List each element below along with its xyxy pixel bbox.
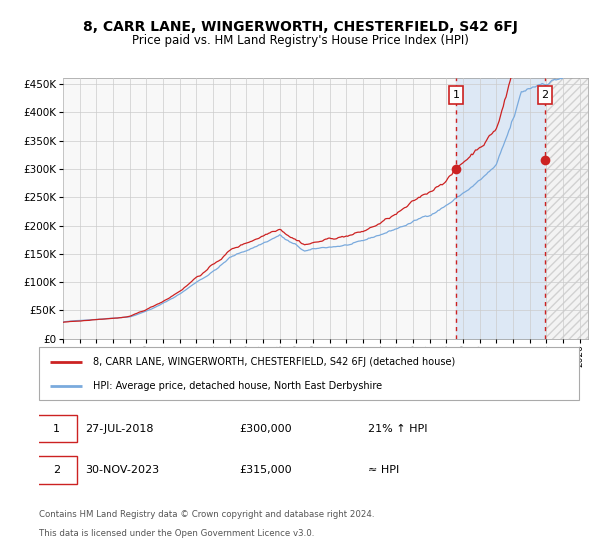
Text: 30-NOV-2023: 30-NOV-2023 <box>85 465 159 475</box>
Text: Contains HM Land Registry data © Crown copyright and database right 2024.: Contains HM Land Registry data © Crown c… <box>39 510 374 519</box>
Text: £315,000: £315,000 <box>239 465 292 475</box>
Text: 21% ↑ HPI: 21% ↑ HPI <box>368 423 428 433</box>
FancyBboxPatch shape <box>36 456 77 484</box>
Text: 8, CARR LANE, WINGERWORTH, CHESTERFIELD, S42 6FJ (detached house): 8, CARR LANE, WINGERWORTH, CHESTERFIELD,… <box>93 357 455 367</box>
Text: 2: 2 <box>541 90 548 100</box>
FancyBboxPatch shape <box>36 414 77 442</box>
Text: This data is licensed under the Open Government Licence v3.0.: This data is licensed under the Open Gov… <box>39 529 314 538</box>
FancyBboxPatch shape <box>39 347 579 400</box>
Text: HPI: Average price, detached house, North East Derbyshire: HPI: Average price, detached house, Nort… <box>93 380 382 390</box>
Text: 1: 1 <box>452 90 460 100</box>
Text: ≈ HPI: ≈ HPI <box>368 465 400 475</box>
Bar <box>545 78 588 339</box>
Text: 27-JUL-2018: 27-JUL-2018 <box>85 423 154 433</box>
Text: 2: 2 <box>53 465 60 475</box>
Text: 8, CARR LANE, WINGERWORTH, CHESTERFIELD, S42 6FJ: 8, CARR LANE, WINGERWORTH, CHESTERFIELD,… <box>83 20 517 34</box>
Text: Price paid vs. HM Land Registry's House Price Index (HPI): Price paid vs. HM Land Registry's House … <box>131 34 469 46</box>
Text: £300,000: £300,000 <box>239 423 292 433</box>
Text: 1: 1 <box>53 423 60 433</box>
